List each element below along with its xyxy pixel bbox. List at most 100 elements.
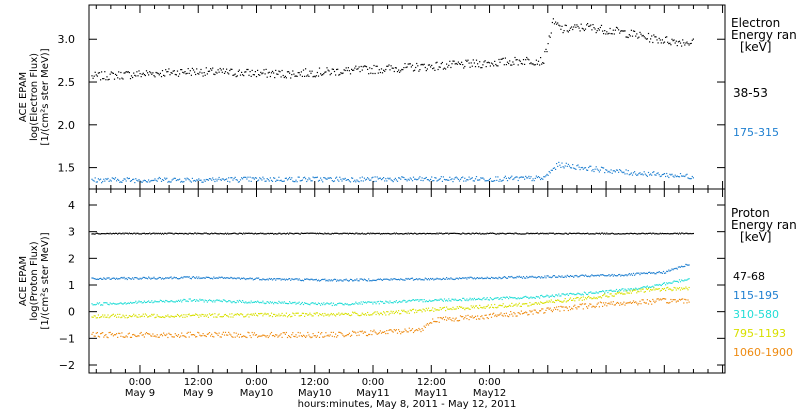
data-point	[311, 315, 313, 317]
data-point	[309, 304, 311, 306]
data-point	[487, 277, 489, 279]
data-point	[371, 177, 373, 179]
data-point	[119, 313, 121, 315]
data-point	[463, 180, 465, 182]
data-point	[299, 279, 301, 281]
data-point	[445, 300, 447, 302]
data-point	[640, 290, 642, 292]
data-point	[160, 76, 163, 78]
data-point	[575, 233, 577, 235]
data-point	[556, 163, 558, 165]
data-point	[656, 233, 658, 235]
data-point	[406, 301, 408, 303]
data-point	[228, 177, 230, 179]
data-point	[473, 277, 475, 279]
data-point	[458, 180, 461, 182]
data-point	[560, 305, 562, 307]
data-point	[380, 279, 383, 281]
data-point	[107, 79, 109, 81]
data-point	[308, 75, 310, 77]
data-point	[294, 314, 296, 316]
data-point	[613, 295, 615, 297]
data-point	[313, 75, 315, 77]
data-point	[349, 181, 352, 183]
data-point	[649, 232, 651, 234]
data-point	[129, 301, 132, 303]
data-point	[326, 279, 328, 281]
data-point	[183, 233, 185, 235]
data-point	[609, 275, 611, 277]
data-point	[292, 312, 294, 314]
data-point	[534, 177, 536, 179]
data-point	[155, 336, 157, 338]
data-point	[95, 317, 97, 319]
data-point	[356, 334, 358, 337]
data-point	[314, 76, 316, 78]
data-point	[492, 277, 494, 279]
data-point	[206, 73, 208, 75]
data-point	[387, 311, 389, 313]
data-point	[517, 304, 519, 306]
data-point	[342, 304, 344, 306]
data-point	[645, 272, 647, 274]
data-point	[214, 277, 216, 279]
data-point	[322, 278, 324, 280]
data-point	[253, 278, 255, 280]
data-point	[136, 179, 138, 181]
data-point	[550, 169, 552, 171]
data-point	[293, 181, 295, 183]
data-point	[524, 277, 526, 279]
data-point	[515, 298, 517, 300]
data-point	[598, 275, 600, 277]
data-point	[294, 301, 296, 303]
data-point	[344, 302, 346, 305]
data-point	[144, 233, 146, 235]
data-point	[136, 71, 138, 73]
data-point	[155, 316, 157, 318]
data-point	[368, 178, 370, 180]
data-point	[525, 303, 527, 305]
data-point	[371, 334, 373, 336]
data-point	[362, 66, 364, 68]
data-point	[343, 69, 345, 71]
data-point	[499, 313, 501, 315]
data-point	[515, 315, 517, 317]
data-point	[196, 233, 198, 235]
data-point	[375, 232, 377, 235]
data-point	[169, 276, 171, 279]
data-point	[176, 70, 179, 72]
data-point	[327, 69, 329, 71]
data-point	[524, 296, 526, 298]
data-point	[642, 299, 644, 301]
data-point	[559, 310, 561, 312]
data-point	[229, 277, 231, 279]
data-point	[311, 70, 313, 72]
data-point	[302, 312, 305, 314]
data-point	[395, 232, 397, 234]
data-point	[143, 336, 145, 338]
data-point	[183, 72, 185, 74]
data-point	[384, 302, 386, 304]
data-point	[573, 293, 575, 295]
data-point	[687, 43, 689, 45]
data-point	[185, 179, 187, 181]
data-point	[101, 182, 103, 184]
data-point	[285, 278, 287, 280]
data-point	[142, 302, 144, 304]
data-point	[573, 276, 575, 278]
data-point	[270, 278, 273, 280]
series-proton-1060-1900	[91, 298, 690, 339]
data-point	[488, 277, 490, 279]
data-point	[283, 232, 285, 234]
data-point	[166, 233, 168, 235]
data-point	[187, 276, 189, 278]
data-point	[608, 233, 610, 235]
data-point	[587, 169, 589, 171]
data-point	[495, 176, 497, 178]
data-point	[258, 74, 260, 76]
data-point	[590, 165, 592, 167]
data-point	[155, 232, 157, 234]
data-point	[552, 275, 554, 277]
data-point	[191, 67, 193, 69]
data-point	[566, 30, 568, 32]
